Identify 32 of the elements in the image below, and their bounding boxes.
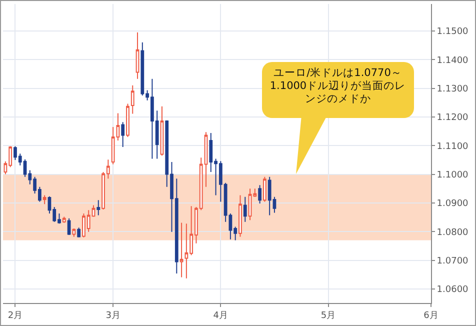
- candlestick: [72, 228, 76, 238]
- annotation: ユーロ/米ドルは1.0770～1.1000ドル辺りが当面のレンジのメドか: [262, 62, 414, 118]
- y-tick-label: 1.1300: [436, 84, 469, 94]
- x-tick-label: 6月: [424, 310, 438, 321]
- candlestick: [121, 122, 125, 148]
- candlestick: [126, 103, 130, 138]
- y-tick-label: 1.1200: [436, 113, 469, 124]
- candlestick: [180, 222, 184, 278]
- x-tick-label: 3月: [106, 310, 120, 321]
- candlestick: [96, 200, 100, 216]
- candlestick: [77, 227, 81, 238]
- y-tick-label: 1.0800: [436, 228, 469, 238]
- y-tick-label: 1.1100: [436, 142, 469, 152]
- x-tick-label: 4月: [213, 310, 228, 321]
- candlestick: [160, 106, 164, 156]
- x-tick-label: 2月: [8, 310, 23, 321]
- x-tick-label: 5月: [320, 310, 336, 321]
- candlestick: [42, 194, 46, 205]
- candlestick: [238, 194, 242, 238]
- y-tick-label: 1.0600: [436, 285, 469, 296]
- y-tick-label: 1.0900: [436, 199, 469, 210]
- candlestick: [136, 32, 140, 80]
- y-tick-label: 1.1000: [436, 170, 469, 180]
- candlestick: [258, 184, 262, 204]
- candlestick: [243, 196, 247, 222]
- candlestick: [262, 176, 266, 202]
- candlestick: [130, 84, 134, 114]
- y-tick-label: 1.1400: [436, 56, 469, 66]
- y-tick-label: 1.0700: [436, 256, 469, 266]
- candlestick: [62, 216, 66, 224]
- y-tick-label: 1.1500: [436, 27, 469, 38]
- candlestick: [67, 218, 71, 236]
